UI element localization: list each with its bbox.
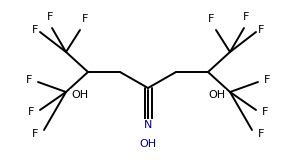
Text: F: F <box>32 25 38 35</box>
Text: OH: OH <box>208 90 225 100</box>
Text: F: F <box>262 107 268 117</box>
Text: F: F <box>32 129 38 139</box>
Text: F: F <box>28 107 34 117</box>
Text: F: F <box>258 25 264 35</box>
Text: F: F <box>208 14 214 24</box>
Text: F: F <box>264 75 270 85</box>
Text: OH: OH <box>140 139 157 149</box>
Text: F: F <box>82 14 88 24</box>
Text: F: F <box>26 75 32 85</box>
Text: F: F <box>47 12 53 22</box>
Text: F: F <box>258 129 264 139</box>
Text: F: F <box>243 12 249 22</box>
Text: N: N <box>144 120 152 130</box>
Text: OH: OH <box>71 90 88 100</box>
